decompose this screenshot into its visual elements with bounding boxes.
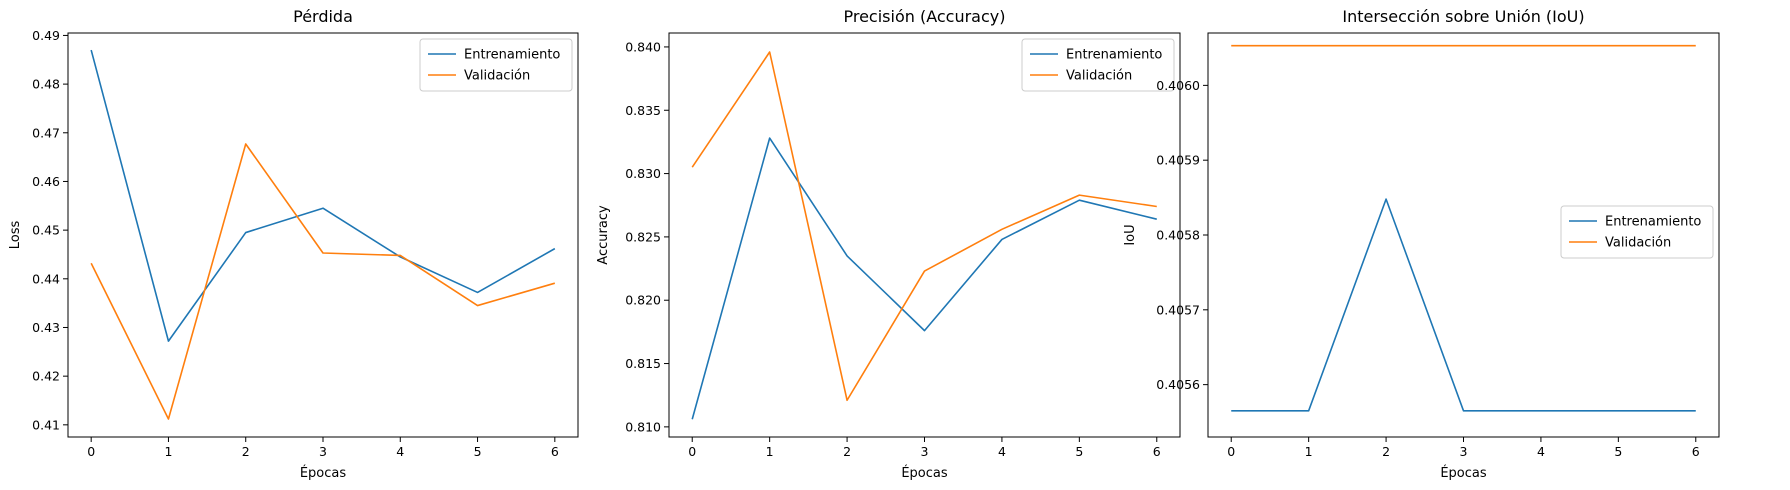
chart-title: Intersección sobre Unión (IoU)	[1342, 7, 1584, 26]
x-tick-label: 2	[242, 444, 250, 459]
legend-label: Validación	[1605, 236, 1671, 251]
legend-label: Validación	[464, 69, 530, 84]
chart-title: Pérdida	[293, 7, 353, 26]
legend: Entrenamiento Validación	[1560, 205, 1714, 259]
series-line-entrenamiento	[1231, 198, 1696, 412]
y-tick-label: 0.4059	[1156, 153, 1200, 168]
x-tick-label: 0	[688, 444, 696, 459]
y-tick-label: 0.41	[32, 417, 60, 432]
y-tick-label: 0.835	[625, 103, 661, 118]
chart-title: Precisión (Accuracy)	[843, 7, 1005, 26]
series-line-validacion	[90, 143, 556, 420]
y-tick-label: 0.830	[625, 166, 661, 181]
x-tick-label: 6	[551, 444, 559, 459]
x-tick-label: 6	[1153, 444, 1161, 459]
y-tick-label: 0.820	[625, 293, 661, 308]
x-axis-label: Épocas	[901, 465, 948, 481]
legend-label: Validación	[1066, 69, 1132, 84]
y-axis-label: Accuracy	[596, 205, 611, 265]
y-tick-label: 0.48	[32, 77, 60, 92]
chart-2: Intersección sobre Unión (IoU) 0 1 2 3 4 5 6 0.4…	[1123, 7, 1720, 481]
x-tick-label: 6	[1692, 444, 1700, 459]
x-tick-label: 1	[164, 444, 172, 459]
axes-frame	[1207, 32, 1720, 438]
y-tick-label: 0.46	[32, 174, 60, 189]
x-tick-label: 5	[474, 444, 482, 459]
legend-box	[419, 38, 573, 92]
y-tick-label: 0.840	[625, 39, 661, 54]
y-tick-label: 0.42	[32, 369, 60, 384]
x-tick-label: 4	[396, 444, 404, 459]
legend-box	[1021, 38, 1175, 92]
x-axis-label: Épocas	[300, 465, 347, 481]
legend-label: Entrenamiento	[1605, 215, 1701, 230]
x-tick-label: 5	[1075, 444, 1083, 459]
y-tick-label: 0.47	[32, 125, 60, 140]
chart-1: Precisión (Accuracy) 0 1 2 3 4 5 6 0.810 0.815 0.8…	[596, 7, 1181, 481]
x-tick-label: 3	[319, 444, 327, 459]
y-tick-label: 0.45	[32, 223, 60, 238]
series-line-entrenamiento	[691, 137, 1157, 420]
y-axis-label: IoU	[1123, 224, 1138, 245]
series-line-entrenamiento	[90, 49, 556, 342]
legend: Entrenamiento Validación	[419, 38, 573, 92]
y-tick-label: 0.49	[32, 28, 60, 43]
y-tick-label: 0.825	[625, 229, 661, 244]
x-tick-label: 3	[921, 444, 929, 459]
y-tick-label: 0.815	[625, 356, 661, 371]
legend-label: Entrenamiento	[1066, 48, 1162, 63]
y-tick-label: 0.810	[625, 419, 661, 434]
y-axis-label: Loss	[8, 221, 23, 250]
y-tick-label: 0.44	[32, 271, 60, 286]
x-tick-label: 0	[1227, 444, 1235, 459]
y-tick-label: 0.4058	[1156, 228, 1200, 243]
series-line-validacion	[691, 51, 1157, 402]
x-tick-label: 1	[766, 444, 774, 459]
x-tick-label: 4	[1537, 444, 1545, 459]
x-tick-label: 1	[1305, 444, 1313, 459]
y-tick-label: 0.4057	[1156, 302, 1200, 317]
legend: Entrenamiento Validación	[1021, 38, 1175, 92]
axes-frame	[67, 32, 579, 438]
x-tick-label: 0	[87, 444, 95, 459]
x-tick-label: 2	[843, 444, 851, 459]
x-axis-label: Épocas	[1440, 465, 1487, 481]
legend-label: Entrenamiento	[464, 48, 560, 63]
x-tick-label: 5	[1614, 444, 1622, 459]
x-tick-label: 2	[1382, 444, 1390, 459]
x-tick-label: 3	[1460, 444, 1468, 459]
y-tick-label: 0.4056	[1156, 377, 1200, 392]
chart-0: Pérdida 0 1 2 3 4 5 6 0.41 0.42 0.43 0.44 0.45 0.46 0.…	[8, 7, 579, 481]
y-tick-label: 0.4060	[1156, 78, 1200, 93]
legend-box	[1560, 205, 1714, 259]
y-tick-label: 0.43	[32, 320, 60, 335]
x-tick-label: 4	[998, 444, 1006, 459]
axes-frame	[668, 32, 1181, 438]
